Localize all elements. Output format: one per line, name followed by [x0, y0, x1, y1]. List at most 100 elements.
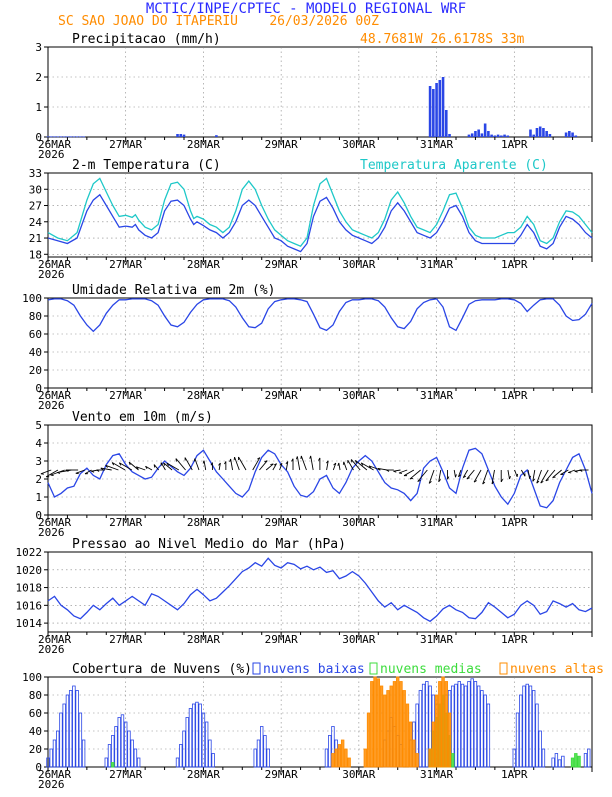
bar-precip	[439, 80, 442, 137]
wind-arrow-head	[351, 459, 352, 462]
y-tick-label: 1	[35, 101, 42, 114]
wind-arrow	[311, 456, 313, 470]
panel-title: Pressao ao Nivel Medio do Mar (hPa)	[72, 537, 346, 552]
bar-blue	[481, 691, 484, 768]
bar-blue	[558, 760, 561, 767]
wind-arrow	[537, 470, 542, 483]
bar-blue	[257, 740, 260, 767]
panel-title: Vento em 10m (m/s)	[72, 410, 213, 425]
x-day-label: 31MAR	[420, 768, 453, 781]
wind-arrow-head	[176, 459, 177, 462]
x-year-label: 2026	[38, 399, 65, 412]
wind-arrow	[344, 462, 347, 470]
bar-precip	[565, 133, 568, 138]
panel-title: 2-m Temperatura (C)	[72, 158, 221, 173]
wind-arrow	[266, 464, 273, 470]
bar-precip	[179, 134, 182, 137]
bar-orange	[403, 691, 406, 768]
panel-title: Umidade Relativa em 2m (%)	[72, 283, 276, 298]
bar-precip	[484, 124, 487, 138]
bar-blue	[260, 727, 263, 768]
bar-precip	[500, 136, 503, 138]
bar-blue	[76, 691, 79, 768]
bar-precip	[47, 136, 50, 137]
x-day-label: 31MAR	[420, 389, 453, 402]
wind-arrow	[297, 456, 299, 470]
x-day-label: 1APR	[501, 389, 528, 402]
bar-orange	[429, 749, 432, 767]
y-tick-label: 60	[29, 328, 42, 341]
bar-orange	[348, 758, 351, 767]
bar-blue	[254, 749, 257, 767]
bar-orange	[413, 740, 416, 767]
bar-precip	[82, 136, 85, 137]
wind-arrow	[176, 459, 186, 470]
bar-blue	[209, 740, 212, 767]
y-tick-label: 24	[29, 216, 43, 229]
bar-orange	[445, 682, 448, 768]
coordinates-label: 48.7681W 26.6178S 33m	[360, 32, 525, 47]
legend-swatch	[370, 663, 377, 674]
bar-blue	[199, 704, 202, 767]
y-tick-label: 2	[35, 473, 42, 486]
x-day-label: 28MAR	[187, 258, 220, 271]
bar-blue	[419, 691, 422, 768]
bar-precip	[481, 133, 484, 137]
bar-blue	[108, 745, 111, 768]
wind-arrow-head	[310, 456, 311, 459]
wind-arrow	[541, 470, 548, 483]
y-tick-label: 4	[35, 437, 42, 450]
bar-green	[578, 756, 581, 767]
y-tick-label: 80	[29, 689, 42, 702]
wind-arrow	[508, 470, 510, 479]
wind-arrow-head	[553, 477, 556, 478]
bar-orange	[377, 679, 380, 767]
bar-blue	[179, 745, 182, 768]
bar-blue	[69, 691, 72, 768]
bar-orange	[409, 722, 412, 767]
bar-precip	[445, 110, 448, 137]
bar-blue	[426, 682, 429, 768]
bar-blue	[128, 731, 131, 767]
wind-arrow	[204, 461, 206, 470]
bar-green	[451, 754, 454, 768]
bar-precip	[468, 135, 471, 137]
bar-precip	[429, 86, 432, 137]
bar-blue	[186, 718, 189, 768]
bar-blue	[53, 740, 56, 767]
y-tick-label: 1018	[16, 582, 43, 595]
bar-precip	[63, 136, 66, 137]
bar-blue	[79, 713, 82, 767]
y-tick-label: 40	[29, 346, 42, 359]
bar-precip	[215, 135, 218, 137]
y-tick-label: 1020	[16, 564, 43, 577]
bar-blue	[212, 754, 215, 768]
wind-arrow-head	[230, 459, 231, 462]
x-day-label: 29MAR	[265, 768, 298, 781]
bar-blue	[526, 684, 529, 767]
bar-orange	[341, 740, 344, 767]
y-tick-label: 21	[29, 232, 42, 245]
y-tick-label: 5	[35, 419, 42, 432]
bar-orange	[432, 722, 435, 767]
bar-precip	[56, 136, 59, 137]
bar-orange	[335, 749, 338, 767]
bar-blue	[60, 713, 63, 767]
series-line-cyan	[48, 178, 592, 246]
panel-frame	[48, 552, 592, 632]
x-day-label: 31MAR	[420, 138, 453, 151]
bar-blue	[458, 682, 461, 768]
bar-precip	[50, 136, 53, 137]
wind-arrow	[259, 461, 267, 470]
bar-blue	[137, 758, 140, 767]
x-day-label: 29MAR	[265, 516, 298, 529]
y-tick-label: 3	[35, 455, 42, 468]
x-day-label: 27MAR	[109, 768, 142, 781]
y-tick-label: 100	[22, 671, 42, 684]
bar-blue	[562, 756, 565, 767]
series-line-blue	[48, 299, 592, 331]
bar-green	[575, 754, 578, 768]
x-day-label: 31MAR	[420, 258, 453, 271]
